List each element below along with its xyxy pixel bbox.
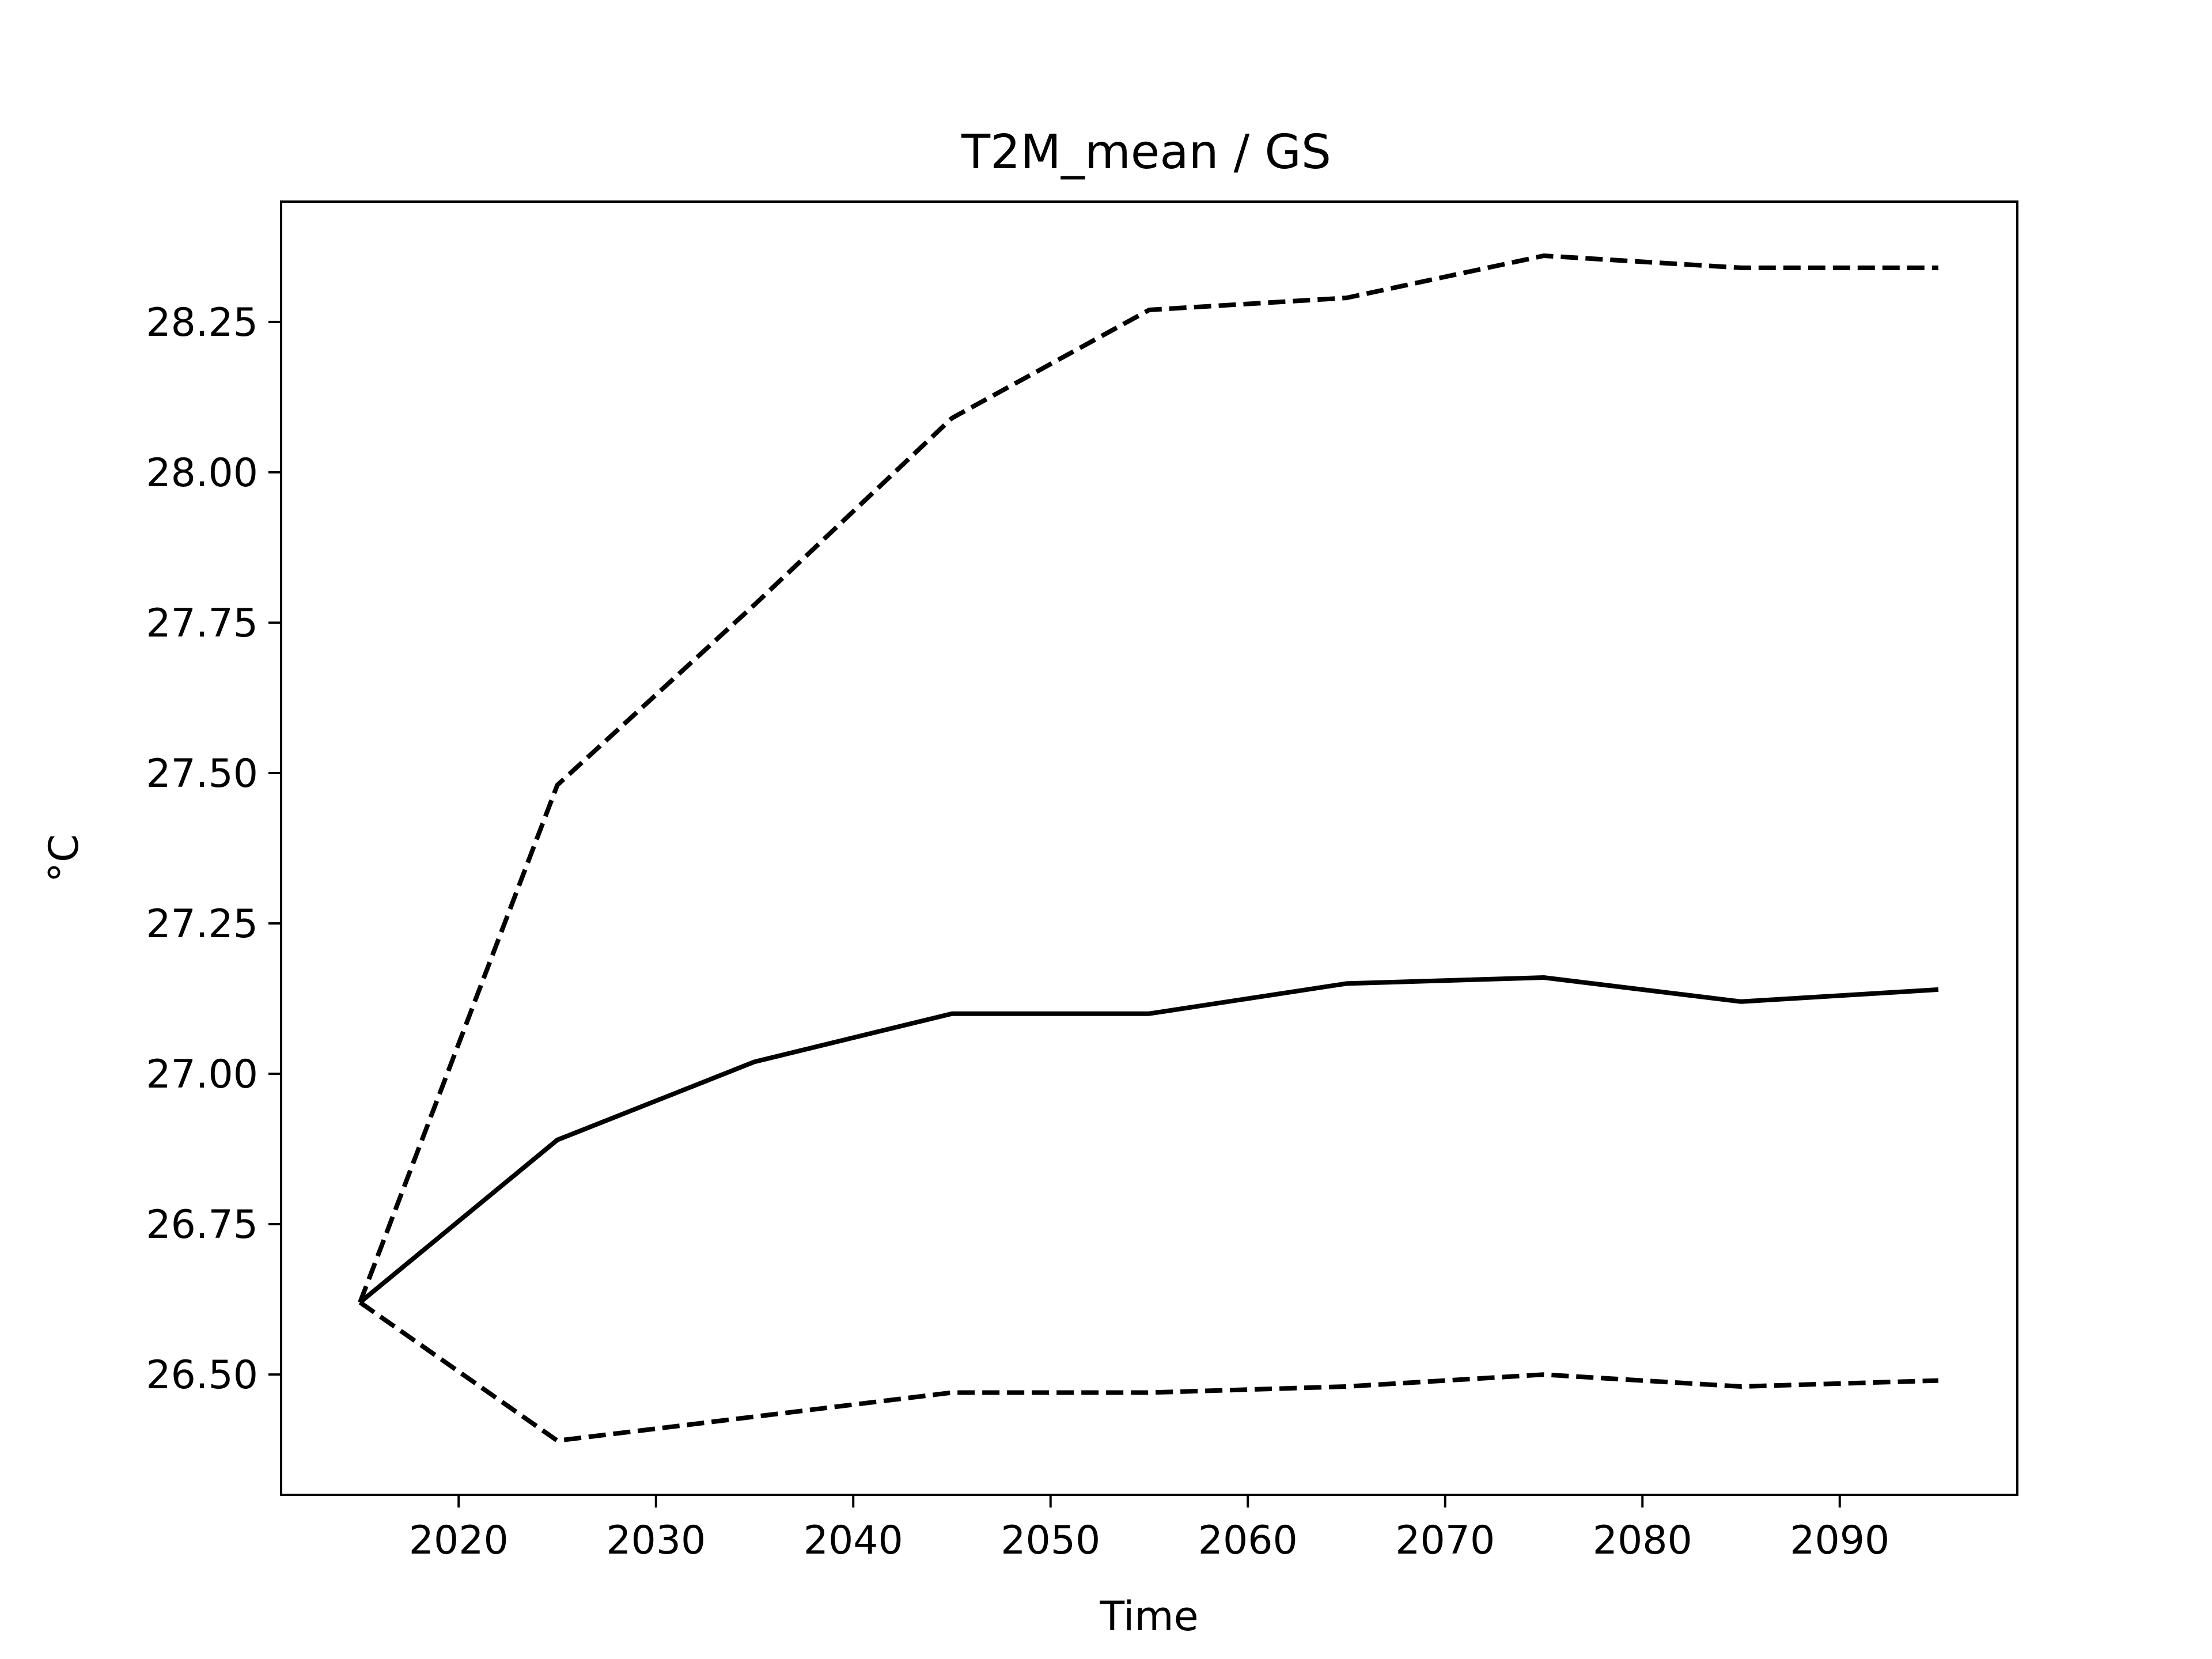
- y-axis-label: °C: [40, 834, 88, 882]
- x-axis-label: Time: [1099, 1593, 1198, 1640]
- x-tick-label: 2050: [1001, 1518, 1100, 1563]
- y-tick-label: 27.25: [146, 902, 258, 947]
- chart-title: T2M_mean / GS: [961, 125, 1331, 180]
- solid-series-line-0: [358, 975, 1939, 1304]
- dashed-series-line-2: [358, 1300, 1939, 1443]
- dashed-series-line-1: [358, 253, 1938, 1304]
- y-tick-label: 27.50: [146, 751, 258, 797]
- plot-area: [358, 253, 1939, 1443]
- x-tick-label: 2030: [606, 1518, 706, 1563]
- x-tick-label: 2080: [1593, 1518, 1692, 1563]
- y-tick-label: 26.75: [146, 1202, 258, 1248]
- x-tick-label: 2090: [1790, 1518, 1889, 1563]
- x-axis: 2020 2030 2040 2050 2060 2070 2080 2090: [409, 1495, 1889, 1563]
- x-tick-label: 2070: [1395, 1518, 1495, 1563]
- x-tick-label: 2060: [1198, 1518, 1298, 1563]
- y-tick-label: 28.25: [146, 300, 258, 346]
- y-tick-label: 28.00: [146, 450, 258, 496]
- y-tick-label: 27.00: [146, 1052, 258, 1097]
- y-tick-label: 26.50: [146, 1353, 258, 1398]
- plot-frame: [280, 200, 2018, 1496]
- x-tick-label: 2040: [804, 1518, 903, 1563]
- y-tick-label: 27.75: [146, 601, 258, 646]
- x-tick-label: 2020: [409, 1518, 509, 1563]
- y-axis: 26.50 26.75 27.00 27.25 27.50 27.75 28.00 28.25: [146, 300, 281, 1398]
